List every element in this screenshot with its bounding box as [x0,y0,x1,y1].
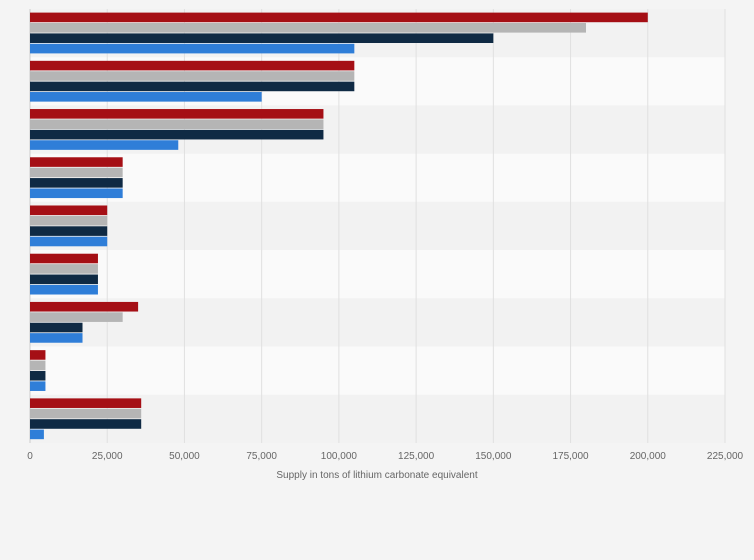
bar [30,12,648,23]
bar [30,129,324,140]
bar [30,236,108,247]
bar [30,157,123,167]
bar [30,81,355,92]
bar [30,398,142,408]
bar [30,312,123,322]
x-tick-label: 175,000 [552,451,589,462]
bar [30,284,98,295]
bar [30,188,123,199]
bar [30,429,44,440]
row-band [30,394,725,443]
row-band [30,346,725,395]
bar [30,205,108,216]
x-tick-label: 50,000 [169,451,200,462]
x-tick-label: 75,000 [246,451,277,462]
bar [30,226,108,236]
bar [30,43,355,54]
bar [30,253,98,264]
x-tick-label: 125,000 [398,451,435,462]
x-tick-label: 150,000 [475,451,512,462]
gridlines [29,9,726,443]
bar [30,71,355,81]
x-axis-title: Supply in tons of lithium carbonate equi… [276,470,477,481]
bar [30,381,46,391]
x-tick-label: 225,000 [707,451,744,462]
bar [30,109,324,119]
bar [30,33,494,43]
bar [30,140,179,150]
bar [30,408,142,419]
row-band [30,153,725,202]
bar [30,60,355,71]
bar [30,92,262,102]
bar [30,178,123,188]
bar [30,274,98,285]
bar [30,264,98,274]
row-band [30,250,725,299]
bar [30,167,123,178]
bar [30,23,586,33]
bar [30,360,46,371]
bar [30,333,83,343]
row-band [30,298,725,347]
x-tick-label: 0 [27,451,33,462]
bar [30,419,142,429]
x-tick-label: 25,000 [92,451,123,462]
bar [30,370,46,381]
x-axis-ticks: 0 25,000 50,000 75,000 100,000 125,000 150,000… [27,451,743,462]
bar [30,350,46,360]
x-tick-label: 100,000 [321,451,358,462]
bar [30,301,139,312]
bar [30,215,108,226]
bar-series [30,12,648,440]
row-band [30,201,725,251]
x-tick-label: 200,000 [630,451,667,462]
bar [30,119,324,130]
bar [30,322,83,333]
